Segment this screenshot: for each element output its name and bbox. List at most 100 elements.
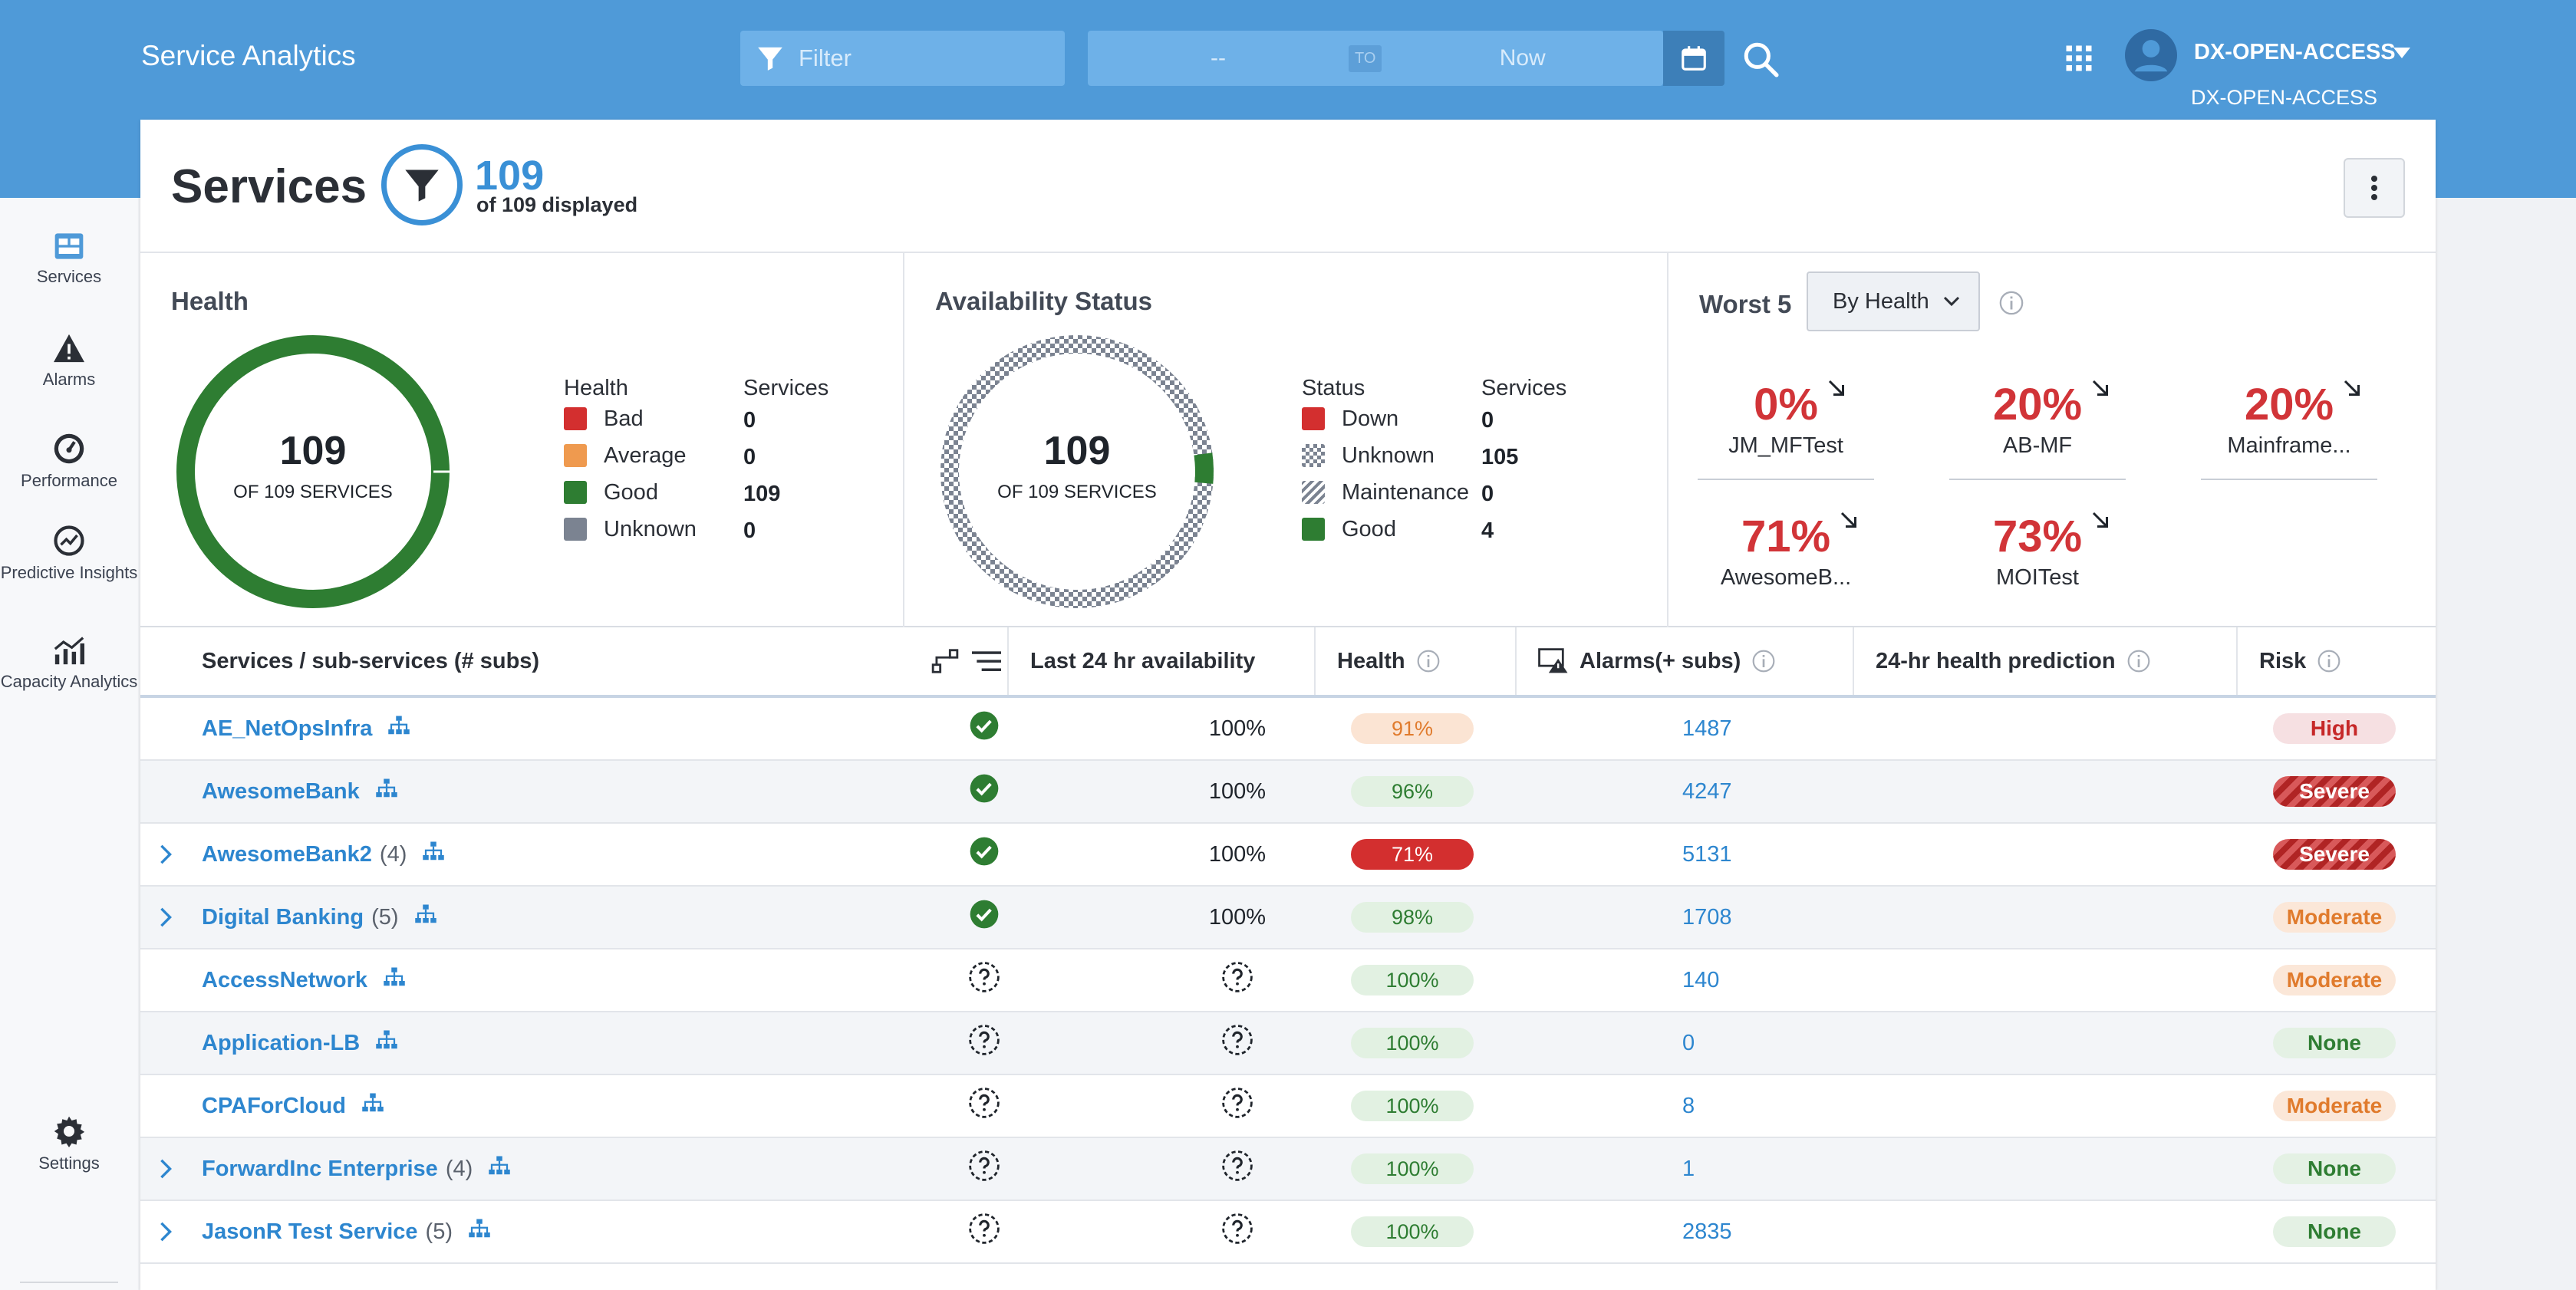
hierarchy-icon[interactable] [375, 778, 398, 805]
alarm-count-link[interactable]: 8 [1682, 1093, 1695, 1118]
swatch-down [1302, 407, 1325, 430]
alarms-cell: 8 [1682, 1075, 1836, 1137]
expand-chevron-icon[interactable] [159, 1221, 173, 1246]
user-avatar-icon[interactable] [2125, 29, 2177, 85]
sidebar-item-alarms[interactable]: Alarms [0, 333, 138, 390]
info-icon[interactable] [2317, 649, 2341, 673]
service-name-link[interactable]: Application-LB [202, 1030, 361, 1055]
legend-row-good[interactable]: Good [1302, 514, 1396, 545]
worst5-item-name: AB-MF [2002, 433, 2073, 458]
table-row[interactable]: CPAForCloud 100% 8 Moderate [140, 1075, 2436, 1138]
worst5-item[interactable]: 20% Mainframe... [2201, 379, 2377, 480]
hierarchy-icon[interactable] [414, 903, 437, 931]
legend-row-bad[interactable]: Bad [564, 403, 644, 434]
table-row[interactable]: AwesomeBank 100% 96% 4247 Severe [140, 761, 2436, 824]
service-name-link[interactable]: ForwardInc Enterprise [202, 1156, 438, 1181]
legend-value: 0 [1481, 482, 1494, 506]
calendar-button[interactable] [1663, 31, 1724, 86]
hierarchy-icon[interactable] [383, 966, 406, 994]
alarm-count-link[interactable]: 1 [1682, 1156, 1695, 1181]
service-name-link[interactable]: AccessNetwork [202, 967, 367, 992]
column-header-availability[interactable]: Last 24 hr availability [1007, 627, 1314, 695]
worst5-sort-dropdown[interactable]: By Health [1807, 271, 1980, 331]
info-icon[interactable] [1751, 649, 1776, 673]
legend-row-average[interactable]: Average [564, 440, 687, 471]
expand-chevron-icon[interactable] [159, 1158, 173, 1183]
sidebar-item-predictive-insights[interactable]: Predictive Insights [0, 525, 138, 584]
alarm-count-link[interactable]: 2835 [1682, 1219, 1732, 1244]
legend-row-maintenance[interactable]: Maintenance [1302, 477, 1469, 508]
filter-input[interactable]: Filter [740, 31, 1065, 86]
info-icon[interactable] [2126, 649, 2151, 673]
table-row[interactable]: Digital Banking (5) 100% 98% 1708 Moderate [140, 887, 2436, 949]
hierarchy-icon[interactable] [387, 715, 410, 742]
worst5-item[interactable]: 73% MOITest [1949, 511, 2126, 591]
column-header-service[interactable]: Services / sub-services (# subs) [140, 627, 1007, 695]
alarm-count-link[interactable]: 5131 [1682, 841, 1732, 867]
topology-icon[interactable] [931, 647, 960, 676]
hierarchy-icon[interactable] [468, 1218, 491, 1246]
swatch-average [564, 444, 587, 467]
table-row[interactable]: AE_NetOpsInfra 100% 91% 1487 High [140, 698, 2436, 761]
apps-grid-icon[interactable] [2065, 44, 2093, 76]
health-cell: 96% [1351, 761, 1504, 822]
check-circle-icon [969, 710, 1000, 747]
legend-row-unknown[interactable]: Unknown [564, 514, 697, 545]
arrow-down-right-icon [1828, 380, 1844, 396]
sort-icon[interactable] [972, 648, 1001, 674]
user-name[interactable]: DX-OPEN-ACCESS [2194, 40, 2396, 64]
service-cell: AE_NetOpsInfra [202, 698, 969, 759]
worst5-item[interactable]: 71% AwesomeB... [1698, 511, 1874, 591]
table-row[interactable]: ForwardInc Enterprise (4) 100% 1 None [140, 1138, 2436, 1201]
table-row[interactable]: AwesomeBank2 (4) 100% 71% 5131 Severe [140, 824, 2436, 887]
sidebar-item-settings[interactable]: Settings [0, 1115, 138, 1174]
service-name-link[interactable]: AwesomeBank2 [202, 841, 372, 867]
legend-row-down[interactable]: Down [1302, 403, 1398, 434]
legend-row-good[interactable]: Good [564, 477, 658, 508]
alarm-count-link[interactable]: 1487 [1682, 716, 1732, 741]
hierarchy-icon[interactable] [488, 1155, 511, 1183]
date-range-picker[interactable]: -- TO Now [1088, 31, 1663, 86]
date-from[interactable]: -- [1211, 45, 1226, 71]
hierarchy-icon[interactable] [422, 841, 445, 868]
more-options-button[interactable] [2344, 158, 2405, 218]
alarm-count-link[interactable]: 1708 [1682, 904, 1732, 930]
hierarchy-icon[interactable] [361, 1092, 384, 1120]
alarm-count-link[interactable]: 140 [1682, 967, 1720, 992]
alarm-count-link[interactable]: 4247 [1682, 778, 1732, 804]
user-tenant: DX-OPEN-ACCESS [2191, 86, 2378, 109]
expand-chevron-icon[interactable] [159, 907, 173, 932]
service-name-link[interactable]: AE_NetOpsInfra [202, 716, 373, 741]
filter-toggle-button[interactable] [381, 144, 463, 225]
info-icon[interactable] [1998, 290, 2024, 320]
column-header-alarms[interactable]: Alarms(+ subs) [1515, 627, 1853, 695]
alarm-count-link[interactable]: 0 [1682, 1030, 1695, 1055]
service-name-link[interactable]: Digital Banking [202, 904, 364, 930]
worst5-item[interactable]: 20% AB-MF [1949, 379, 2126, 480]
hierarchy-icon[interactable] [375, 1029, 398, 1057]
table-row[interactable]: AccessNetwork 100% 140 Moderate [140, 949, 2436, 1012]
legend-header-services: Services [1481, 376, 1567, 400]
expand-chevron-icon[interactable] [159, 844, 173, 869]
worst5-item[interactable]: 0% JM_MFTest [1698, 379, 1874, 480]
table-row[interactable]: Application-LB 100% 0 None [140, 1012, 2436, 1075]
chevron-down-icon[interactable] [2393, 48, 2410, 62]
table-row[interactable]: JasonR Test Service (5) 100% 2835 None [140, 1201, 2436, 1264]
legend-row-unknown[interactable]: Unknown [1302, 440, 1435, 471]
column-header-risk[interactable]: Risk [2236, 627, 2436, 695]
legend-label: Down [1342, 406, 1399, 431]
unknown-status-icon [1221, 961, 1253, 999]
sidebar-item-performance[interactable]: Performance [0, 433, 138, 492]
risk-badge: None [2273, 1216, 2396, 1247]
column-header-health[interactable]: Health [1314, 627, 1515, 695]
search-button[interactable] [1741, 40, 1780, 82]
sidebar-item-capacity-analytics[interactable]: Capacity Analytics [0, 635, 138, 693]
service-name-link[interactable]: JasonR Test Service [202, 1219, 418, 1244]
service-name-link[interactable]: AwesomeBank [202, 778, 360, 804]
info-icon[interactable] [1416, 649, 1441, 673]
date-until[interactable]: Now [1499, 45, 1546, 71]
column-header-prediction[interactable]: 24-hr health prediction [1853, 627, 2236, 695]
sidebar-item-label: Performance [21, 471, 117, 490]
service-name-link[interactable]: CPAForCloud [202, 1093, 346, 1118]
sidebar-item-services[interactable]: Services [0, 232, 138, 288]
